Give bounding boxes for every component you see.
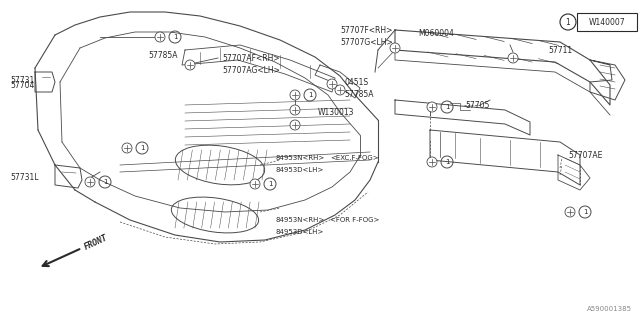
Text: M060004: M060004 (418, 28, 454, 37)
Text: 57707AG<LH>: 57707AG<LH> (222, 66, 280, 75)
Text: 84953D<LH>: 84953D<LH> (275, 167, 323, 173)
Text: 1: 1 (445, 104, 449, 110)
Text: 1: 1 (445, 159, 449, 165)
Circle shape (290, 105, 300, 115)
Text: 57711: 57711 (548, 45, 572, 54)
Text: 57731L: 57731L (10, 172, 38, 181)
Text: W130013: W130013 (318, 108, 355, 116)
Text: 1: 1 (583, 209, 588, 215)
Text: FRONT: FRONT (83, 233, 109, 252)
Text: 57785A: 57785A (344, 90, 374, 99)
Circle shape (565, 207, 575, 217)
Text: 57707F<RH>: 57707F<RH> (340, 26, 392, 35)
Text: 1: 1 (173, 34, 177, 40)
Circle shape (122, 143, 132, 153)
Text: 84953D<LH>: 84953D<LH> (275, 229, 323, 235)
Text: 57707G<LH>: 57707G<LH> (340, 37, 393, 46)
Circle shape (250, 179, 260, 189)
Text: <EXC.F-FOG>: <EXC.F-FOG> (330, 155, 379, 161)
Text: 1: 1 (566, 18, 570, 27)
Text: 84953N<RH>: 84953N<RH> (275, 217, 324, 223)
Text: 57731: 57731 (10, 76, 35, 84)
Circle shape (85, 177, 95, 187)
Text: 1: 1 (140, 145, 144, 151)
Text: <FOR F-FOG>: <FOR F-FOG> (330, 217, 380, 223)
Circle shape (155, 32, 165, 42)
Text: 84953N<RH>: 84953N<RH> (275, 155, 324, 161)
Circle shape (335, 85, 345, 95)
Circle shape (327, 79, 337, 89)
Circle shape (290, 120, 300, 130)
Text: 57707AE: 57707AE (568, 150, 602, 159)
Circle shape (185, 60, 195, 70)
Circle shape (390, 43, 400, 53)
Text: W140007: W140007 (589, 18, 625, 27)
Text: 57705: 57705 (465, 100, 490, 109)
Text: 1: 1 (308, 92, 312, 98)
Circle shape (427, 157, 437, 167)
Text: A590001385: A590001385 (587, 306, 632, 312)
Text: 0451S: 0451S (344, 77, 368, 86)
Text: 57785A: 57785A (148, 51, 177, 60)
Circle shape (427, 102, 437, 112)
Text: 1: 1 (268, 181, 272, 187)
Circle shape (290, 90, 300, 100)
Text: 57707AF<RH>: 57707AF<RH> (222, 53, 280, 62)
Circle shape (508, 53, 518, 63)
Text: 1: 1 (103, 179, 108, 185)
Text: 57704: 57704 (10, 81, 35, 90)
